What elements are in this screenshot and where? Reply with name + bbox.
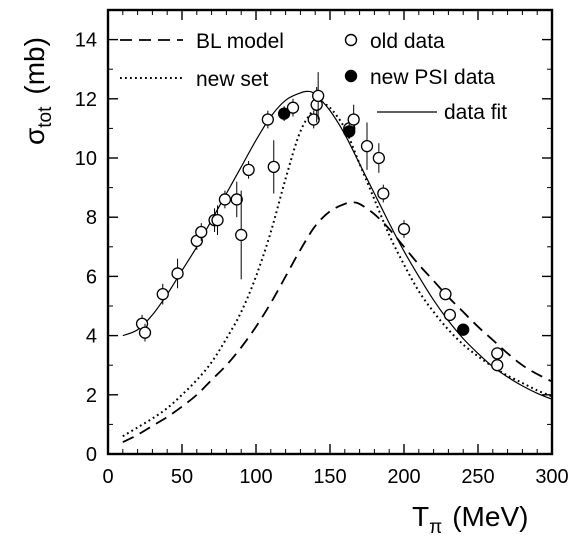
- y-tick-label: 0: [86, 444, 97, 466]
- x-tick-label: 0: [102, 466, 113, 488]
- x-tick-label: 150: [313, 466, 346, 488]
- legend: BL model new set old data new PSI data d…: [120, 30, 507, 124]
- data-point-old-data: [261, 113, 274, 126]
- legend-label-data-fit: data fit: [444, 101, 507, 124]
- chart-curves: [122, 90, 553, 443]
- x-tick-label: 300: [535, 466, 568, 488]
- x-tick-label: 100: [239, 466, 272, 488]
- y-tick-label: 6: [86, 266, 97, 288]
- data-point-old-data: [195, 225, 208, 239]
- y-tick-label: 2: [86, 385, 97, 407]
- data-point-new-psi-data: [343, 125, 356, 138]
- series-new-set-line: [122, 103, 553, 438]
- legend-label-old-data: old data: [370, 30, 445, 53]
- legend-label-bl-model: BL model: [196, 30, 284, 53]
- data-point-old-data: [312, 89, 325, 102]
- data-point-old-data: [377, 187, 390, 200]
- data-point-new-psi-data: [277, 107, 291, 120]
- x-tick-label: 250: [461, 466, 494, 488]
- data-point-old-data: [307, 113, 320, 126]
- data-point-new-psi-data: [457, 323, 470, 336]
- x-tick-label: 200: [387, 466, 420, 488]
- chart-points: [135, 72, 504, 372]
- y-tick-label: 4: [86, 326, 97, 348]
- y-axis-title: σtot(mb): [19, 37, 56, 145]
- legend-label-new-set: new set: [196, 68, 269, 91]
- data-point-old-data: [372, 151, 385, 165]
- data-point-old-data: [156, 288, 169, 301]
- data-point-old-data: [443, 308, 457, 322]
- data-point-old-data: [491, 347, 504, 360]
- data-point-old-data: [138, 326, 152, 339]
- legend-label-new-psi-data: new PSI data: [370, 66, 495, 89]
- y-tick-label: 10: [75, 148, 97, 170]
- legend-marker-new-psi-data: [344, 69, 358, 83]
- data-point-old-data: [235, 228, 248, 242]
- data-point-old-data: [360, 140, 374, 153]
- data-point-old-data: [242, 163, 255, 176]
- y-tick-label: 12: [75, 89, 97, 111]
- data-point-old-data: [218, 193, 232, 206]
- legend-marker-old-data: [344, 33, 358, 47]
- data-point-old-data: [286, 101, 300, 114]
- x-tick-label: 50: [171, 466, 193, 488]
- data-point-old-data: [347, 113, 360, 126]
- series-data-fit-line: [122, 90, 553, 400]
- data-point-old-data: [491, 359, 504, 372]
- y-tick-label: 14: [75, 30, 97, 52]
- series-bl-model-line: [122, 201, 553, 443]
- data-point-old-data: [439, 288, 452, 301]
- y-tick-label: 8: [86, 207, 97, 229]
- data-point-old-data: [171, 267, 184, 280]
- axis-ticks: 0 50 100 150 200 250 300 0 2 4 6 8 10 12 14: [75, 10, 569, 488]
- data-point-old-data: [267, 160, 280, 174]
- data-point-old-data: [230, 193, 243, 206]
- x-axis-title: Tπ (MeV): [412, 501, 528, 536]
- data-point-old-data: [397, 222, 411, 236]
- data-point-old-data: [211, 214, 224, 227]
